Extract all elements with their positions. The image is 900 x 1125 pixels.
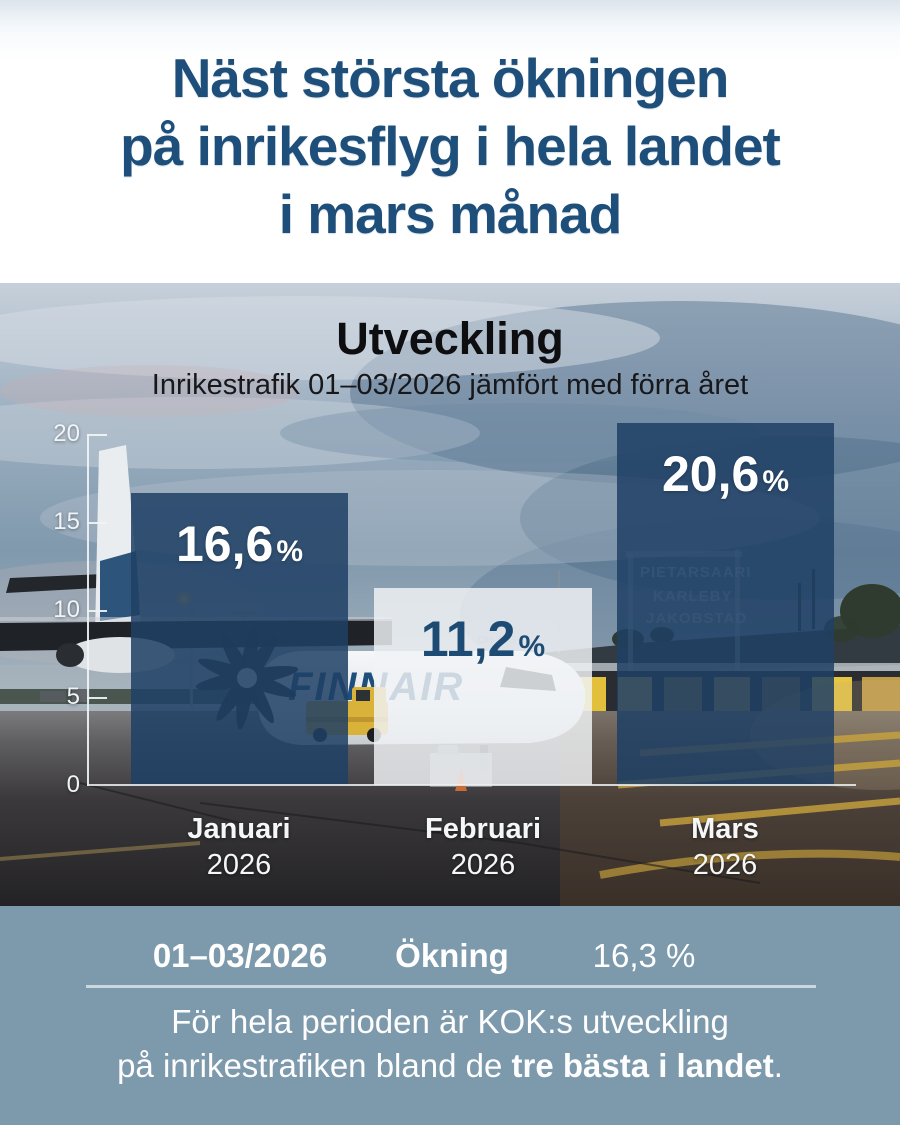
y-axis-tick-10 xyxy=(87,610,107,612)
summary-divider xyxy=(86,985,816,988)
y-tick-label-5: 5 xyxy=(66,683,80,710)
chart-title: Utveckling xyxy=(336,313,564,364)
summary-band: 01–03/2026 Ökning 16,3 % För hela period… xyxy=(0,906,900,1125)
chart-photo-section: PIETARSAARI KARLEBY JAKOBSTAD FINNAIR OH… xyxy=(0,283,900,906)
header-section: Näst största ökningen på inrikesflyg i h… xyxy=(0,0,900,283)
bar-value-januari: 16,6% xyxy=(175,516,303,572)
taxi-line-left xyxy=(0,841,201,861)
tail-logo-patch xyxy=(100,551,140,621)
y-tick-label-10: 10 xyxy=(53,596,80,623)
summary-note-highlight: tre bästa i landet xyxy=(511,1047,774,1084)
summary-note-line-2: på inrikestrafiken bland de tre bästa i … xyxy=(117,1047,783,1084)
taxi-line-curve xyxy=(599,849,900,879)
bar-februari: 11,2% xyxy=(374,588,592,785)
bar-value-februari: 11,2% xyxy=(420,611,546,667)
x-label-mars: Mars 2026 xyxy=(691,813,759,881)
y-axis-tick-20 xyxy=(87,434,107,436)
y-tick-label-15: 15 xyxy=(53,508,80,535)
y-axis-tick-5 xyxy=(87,697,107,699)
summary-value: 16,3 % xyxy=(592,937,696,974)
page-title-line-3: i mars månad xyxy=(278,183,623,245)
bar-januari: 16,6% xyxy=(131,493,348,785)
page-title-line-2: på inrikesflyg i hela landet xyxy=(120,115,781,177)
page-title-line-1: Näst största ökningen xyxy=(171,47,730,109)
x-label-januari: Januari 2026 xyxy=(187,813,291,881)
chart-subtitle: Inrikestrafik 01–03/2026 jämfört med för… xyxy=(151,369,749,401)
distant-vehicles xyxy=(40,689,90,702)
engine-intake xyxy=(56,643,84,667)
y-tick-label-0: 0 xyxy=(66,771,80,798)
bar-value-mars: 20,6% xyxy=(661,446,789,502)
summary-note-line-1: För hela perioden är KOK:s utveckling xyxy=(171,1003,729,1040)
summary-label: Ökning xyxy=(395,937,509,974)
y-tick-label-20: 20 xyxy=(53,420,80,447)
tarmac-cracks xyxy=(79,782,761,884)
x-label-februari: Februari 2026 xyxy=(424,813,542,881)
summary-period: 01–03/2026 xyxy=(152,937,328,974)
x-axis-line xyxy=(87,784,856,786)
y-axis-tick-15 xyxy=(87,522,107,524)
page-title: Näst största ökningen på inrikesflyg i h… xyxy=(0,44,900,248)
bar-mars: 20,6% xyxy=(617,423,834,785)
